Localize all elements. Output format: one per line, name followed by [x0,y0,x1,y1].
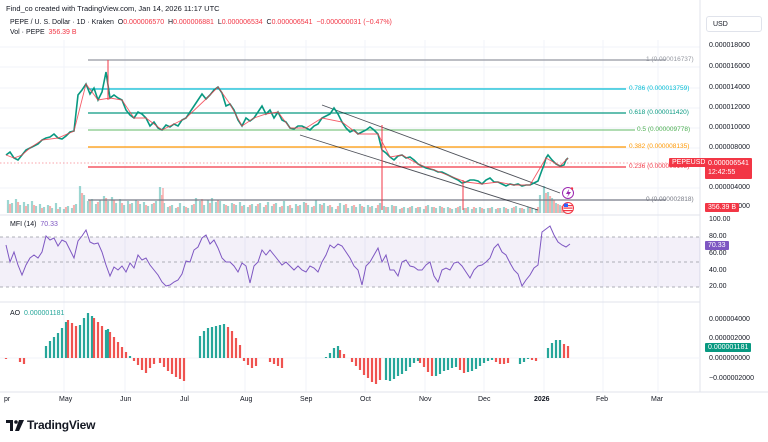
close-value: 0.000006541 [271,19,313,26]
grid [0,40,700,392]
volume-tag: 356.39 B [705,203,740,212]
credit-line: Find_co created with TradingView.com, Ja… [6,4,220,13]
symbol-price-tag: PEPEUSD [669,158,709,167]
fib-label-0786: 0.786 (0.000013759) [629,85,690,92]
fib-label-1: 1 (0.000016737) [646,56,694,63]
fib-label-0: 0 (0.000002818) [646,196,694,203]
mfi-title[interactable]: MFI (14) 70.33 [10,221,58,228]
open-value: 0.000006570 [123,19,165,26]
fib-label-0618: 0.618 (0.000011420) [629,109,689,116]
mfi-line [5,225,571,288]
last-price-tag: 0.000006541 12:42:55 [705,158,752,179]
low-value: 0.000006534 [221,19,263,26]
tradingview-logo[interactable]: TradingView [6,418,95,432]
bar-countdown: 12:42:55 [708,169,736,176]
us-economic-event-icon[interactable] [562,202,574,214]
volume-bars [6,186,570,213]
mfi-value: 70.33 [40,221,58,228]
mfi-levels [0,236,700,288]
symbol-legend: PEPE / U. S. Dollar · 1D · Kraken O0.000… [10,19,392,26]
ao-value-tag: 0.000001181 [705,343,752,352]
high-value: 0.000006881 [173,19,214,26]
symbol-title[interactable]: PEPE / U. S. Dollar · 1D · Kraken [10,19,114,26]
ao-histogram [4,313,570,384]
lightning-event-icon[interactable] [562,187,574,199]
mfi-value-tag: 70.33 [705,241,729,250]
volume-value: 356.39 B [48,29,77,36]
price-candles [5,60,569,210]
fib-label-05: 0.5 (0.000009778) [637,126,691,133]
fibonacci-retracement[interactable] [88,59,666,201]
fib-label-0382: 0.382 (0.000008135) [629,143,690,150]
fib-label-0236: 0.236 (0.000006103) [629,163,690,170]
tradingview-logo-icon [6,419,24,431]
change-value: −0.000000031 (−0.47%) [316,19,392,26]
currency-button[interactable]: USD [706,16,762,32]
ao-title[interactable]: AO 0.000001181 [10,310,65,317]
volume-legend: Vol · PEPE 356.39 B [10,29,77,36]
ao-value: 0.000001181 [24,310,65,317]
descending-channel[interactable] [299,104,561,211]
